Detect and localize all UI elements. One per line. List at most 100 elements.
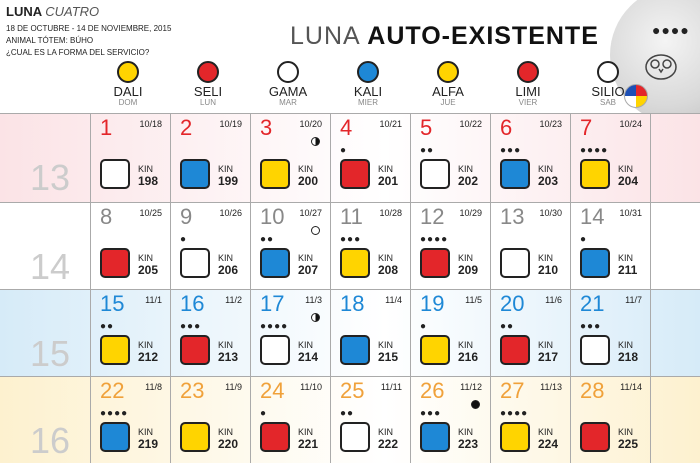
- tone-dots: ●●●●: [500, 408, 529, 419]
- day-header-kali: KALI MIER: [328, 61, 408, 107]
- kin-label: KIN 213: [218, 340, 239, 365]
- seal-glyph-icon: [420, 159, 450, 189]
- day-sub: LUN: [199, 98, 216, 107]
- day-number: 20: [500, 291, 525, 316]
- day-cell[interactable]: 10 10/27 ●● KIN 207: [250, 202, 330, 288]
- gregorian-date: 10/26: [219, 208, 242, 218]
- kin-number: 206: [218, 263, 239, 277]
- kin-number: 203: [538, 174, 559, 188]
- kin-label: KIN 212: [138, 341, 158, 365]
- gregorian-date: 11/3: [305, 295, 322, 305]
- seal-glyph-icon: [260, 159, 290, 189]
- gregorian-date: 11/10: [300, 382, 322, 392]
- week-row: 13 1 10/18 KIN 198 2 10/19 KIN 199 3 10/20 KIN 200 4 1…: [0, 113, 700, 202]
- day-cell[interactable]: 6 10/23 ●●● KIN 203: [490, 113, 570, 199]
- gregorian-date: 10/30: [539, 208, 562, 218]
- day-cell[interactable]: 26 11/12 ●●● KIN 223: [410, 376, 490, 462]
- tone-dots: ●●●: [580, 321, 602, 332]
- gregorian-date: 10/19: [219, 119, 242, 129]
- day-cell[interactable]: 16 11/2 ●●● KIN 213: [170, 289, 250, 375]
- grid-line: [650, 113, 651, 463]
- day-cell[interactable]: 11 10/28 ●●● KIN 208: [330, 202, 410, 288]
- grid-line: [0, 202, 700, 203]
- kin-number: 213: [218, 350, 239, 364]
- kin-word: KIN: [618, 164, 634, 174]
- day-cell[interactable]: 18 11/4 KIN 215: [330, 289, 410, 375]
- kin-label: KIN 208: [378, 254, 398, 278]
- kin-label: KIN 219: [138, 428, 158, 452]
- gregorian-date: 10/20: [299, 119, 322, 129]
- grid-line: [410, 113, 411, 463]
- day-cell[interactable]: 19 11/5 ● KIN 216: [410, 289, 490, 375]
- gregorian-date: 10/22: [459, 119, 482, 129]
- day-cell[interactable]: 13 10/30 KIN 210: [490, 202, 570, 288]
- day-cell[interactable]: 28 11/14 KIN 225: [570, 376, 650, 462]
- day-number: 3: [260, 115, 273, 140]
- plasma-icon: [197, 61, 219, 83]
- tone-dots: ●: [340, 145, 348, 156]
- kin-label: KIN 222: [378, 428, 398, 452]
- day-cell[interactable]: 23 11/9 KIN 220: [170, 376, 250, 462]
- grid-line: [330, 113, 331, 463]
- gregorian-date: 11/12: [460, 382, 482, 392]
- kin-word: KIN: [218, 164, 234, 174]
- kin-label: KIN 198: [138, 165, 159, 189]
- day-cell[interactable]: 20 11/6 ●● KIN 217: [490, 289, 570, 375]
- day-cell[interactable]: 4 10/21 ● KIN 201: [330, 113, 410, 199]
- day-cell[interactable]: 12 10/29 ●●●● KIN 209: [410, 202, 490, 288]
- kin-number: 198: [138, 174, 159, 188]
- day-cell[interactable]: 7 10/24 ●●●● KIN 204: [570, 113, 650, 199]
- day-cell[interactable]: 24 11/10 ● KIN 221: [250, 376, 330, 462]
- day-cell[interactable]: 21 11/7 ●●● KIN 218: [570, 289, 650, 375]
- day-cell[interactable]: 15 11/1 ●● KIN 212: [90, 289, 170, 375]
- day-cell[interactable]: 14 10/31 ● KIN 211: [570, 202, 650, 288]
- kin-label: KIN 223: [458, 428, 478, 452]
- day-number: 23: [180, 378, 205, 403]
- tone-dots: ●●: [420, 145, 435, 156]
- day-cell[interactable]: 17 11/3 ●●●● KIN 214: [250, 289, 330, 375]
- day-sub: MIER: [358, 98, 378, 107]
- day-name: GAMA: [268, 84, 308, 99]
- day-cell[interactable]: 27 11/13 ●●●● KIN 224: [490, 376, 570, 462]
- kin-word: KIN: [618, 427, 634, 437]
- kin-word: KIN: [218, 340, 234, 350]
- grid-line: [0, 113, 700, 114]
- tone-dots: ●: [580, 234, 588, 245]
- day-cell[interactable]: 2 10/19 KIN 199: [170, 113, 250, 199]
- day-number: 27: [500, 378, 525, 403]
- grid-line: [90, 113, 91, 463]
- seal-glyph-icon: [500, 248, 530, 278]
- day-cell[interactable]: 3 10/20 KIN 200: [250, 113, 330, 199]
- gregorian-date: 10/24: [619, 119, 642, 129]
- kin-number: 202: [458, 174, 479, 188]
- kin-label: KIN 211: [618, 254, 637, 278]
- header-cuatro: CUATRO: [45, 4, 100, 19]
- kin-label: KIN 199: [218, 164, 238, 189]
- kin-number: 214: [298, 350, 319, 364]
- day-number: 19: [420, 291, 445, 316]
- day-cell[interactable]: 25 11/11 ●● KIN 222: [330, 376, 410, 462]
- day-number: 15: [100, 291, 125, 316]
- seal-glyph-icon: [500, 422, 530, 452]
- day-cell[interactable]: 22 11/8 ●●●● KIN 219: [90, 376, 170, 462]
- kin-word: KIN: [458, 164, 474, 174]
- kin-word: KIN: [618, 340, 634, 350]
- day-cell[interactable]: 1 10/18 KIN 198: [90, 113, 170, 199]
- day-header-dali: DALI DOM: [88, 61, 168, 107]
- header-luna: LUNA CUATRO: [6, 4, 99, 19]
- tone-dots: ●●●●: [580, 145, 609, 156]
- gregorian-date: 10/29: [459, 208, 482, 218]
- day-number: 6: [500, 115, 513, 140]
- day-number: 8: [100, 204, 113, 229]
- seal-glyph-icon: [340, 159, 370, 189]
- day-cell[interactable]: 5 10/22 ●● KIN 202: [410, 113, 490, 199]
- seal-glyph-icon: [260, 335, 290, 365]
- tone-dots: ●: [260, 408, 268, 419]
- kin-label: KIN 214: [298, 341, 319, 365]
- day-cell[interactable]: 8 10/25 KIN 205: [90, 202, 170, 288]
- kin-label: KIN 207: [298, 254, 318, 278]
- day-cell[interactable]: 9 10/26 ● KIN 206: [170, 202, 250, 288]
- week-row: 16 22 11/8 ●●●● KIN 219 23 11/9 KIN 220 24 11/10 ● KI…: [0, 376, 700, 463]
- seal-glyph-icon: [580, 335, 610, 365]
- week-row: 14 8 10/25 KIN 205 9 10/26 ● KIN 206 10 10/27 ●● KIN 2…: [0, 202, 700, 289]
